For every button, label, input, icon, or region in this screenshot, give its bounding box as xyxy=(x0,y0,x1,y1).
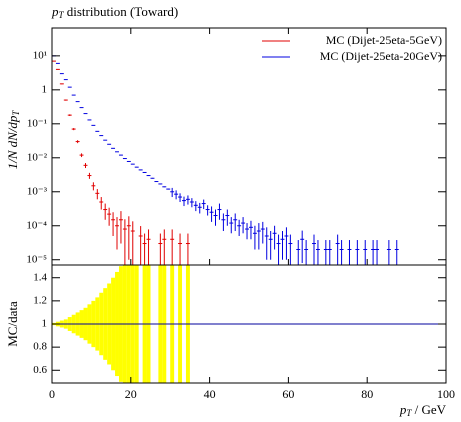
x-label-symbol: p xyxy=(399,402,407,417)
ratio-axis-label: MC/data xyxy=(5,301,20,347)
x-label-subscript: T xyxy=(406,408,412,418)
title-subscript: T xyxy=(59,10,65,20)
y-tick-label: 10⁻³ xyxy=(27,185,48,197)
y-tick-label: 1 xyxy=(42,83,48,95)
x-tick-label: 40 xyxy=(204,387,216,401)
y-axis-label: 1/N dN/dpT xyxy=(5,110,21,170)
x-tick-label: 80 xyxy=(361,387,373,401)
x-axis-label: pT / GeV xyxy=(399,402,447,418)
legend-label: MC (Dijet-25eta-20GeV) xyxy=(320,49,442,63)
main-plot xyxy=(52,55,399,265)
ratio-tick-label: 0.8 xyxy=(33,341,47,353)
y-tick-label: 10⁻⁵ xyxy=(26,253,47,265)
legend-label: MC (Dijet-25eta-5GeV) xyxy=(326,33,442,47)
x-tick-label: 60 xyxy=(282,387,294,401)
chart-title: pT distribution (Toward) xyxy=(51,4,178,20)
ratio-tick-label: 1 xyxy=(42,318,48,330)
x-label-text: / GeV xyxy=(411,402,446,417)
title-symbol: p xyxy=(51,4,59,19)
y-tick-label: 10⁻¹ xyxy=(27,117,47,129)
x-tick-label: 100 xyxy=(437,387,455,401)
x-tick-label: 0 xyxy=(49,387,55,401)
ratio-plot xyxy=(52,265,446,383)
title-text: distribution (Toward) xyxy=(64,4,179,19)
y-tick-label: 10⁻² xyxy=(27,151,48,163)
ratio-tick-label: 1.4 xyxy=(33,271,47,283)
ratio-tick-label: 0.6 xyxy=(33,364,47,376)
y-tick-label: 10⁻⁴ xyxy=(26,219,47,231)
ratio-tick-label: 1.2 xyxy=(33,294,47,306)
y-label-text: 1/N dN/dp xyxy=(5,115,20,169)
axes: 0 20 40 60 80 100 10¹ 1 10⁻¹ 10⁻² 10⁻³ 10⁻⁴ 10⁻⁵ 1.4 1… xyxy=(26,27,455,401)
y-tick-label: 10¹ xyxy=(33,49,47,61)
y-label-subscript: T xyxy=(11,110,21,116)
x-tick-label: 20 xyxy=(125,387,137,401)
